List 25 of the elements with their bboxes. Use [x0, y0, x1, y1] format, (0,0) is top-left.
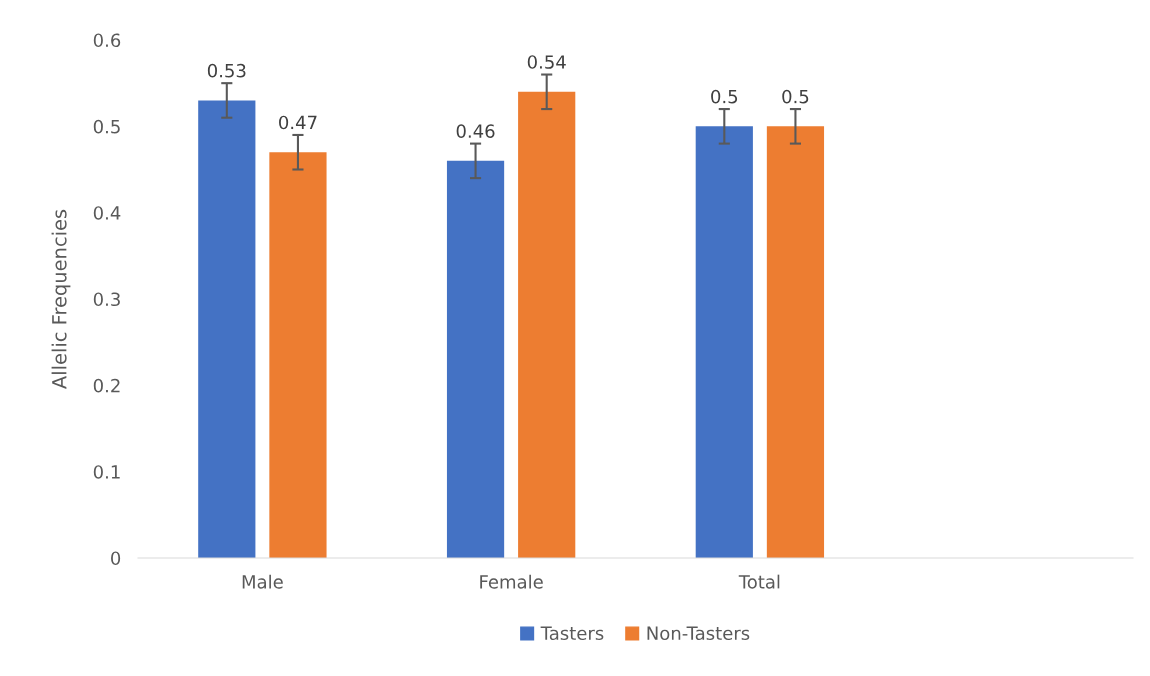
data-label: 0.5	[711, 89, 738, 104]
x-tick-label: Male	[242, 574, 283, 589]
bar	[446, 160, 505, 558]
bar	[766, 126, 825, 558]
x-tick-label: Female	[480, 574, 543, 589]
y-axis-title: Allelic Frequencies	[51, 209, 71, 389]
data-label: 0.54	[527, 55, 566, 69]
data-label: 0.47	[279, 115, 317, 130]
bar	[198, 100, 256, 558]
legend-label: Tasters	[540, 626, 604, 641]
data-label: 0.46	[456, 124, 495, 138]
bar	[518, 91, 576, 558]
y-tick-label: 0.1	[93, 465, 120, 479]
legend-label: Non-Tasters	[647, 626, 750, 641]
bar	[695, 126, 753, 558]
y-tick-label: 0.4	[93, 206, 121, 220]
y-tick-label: 0.6	[93, 33, 121, 48]
data-label: 0.5	[782, 89, 809, 104]
y-tick-label: 0.2	[93, 378, 120, 393]
y-tick-label: 0	[111, 551, 121, 566]
data-label: 0.53	[207, 63, 246, 78]
y-tick-label: 0.3	[93, 292, 120, 307]
x-tick-label: Total	[738, 574, 780, 589]
bar	[269, 152, 327, 558]
y-tick-label: 0.5	[93, 119, 120, 134]
